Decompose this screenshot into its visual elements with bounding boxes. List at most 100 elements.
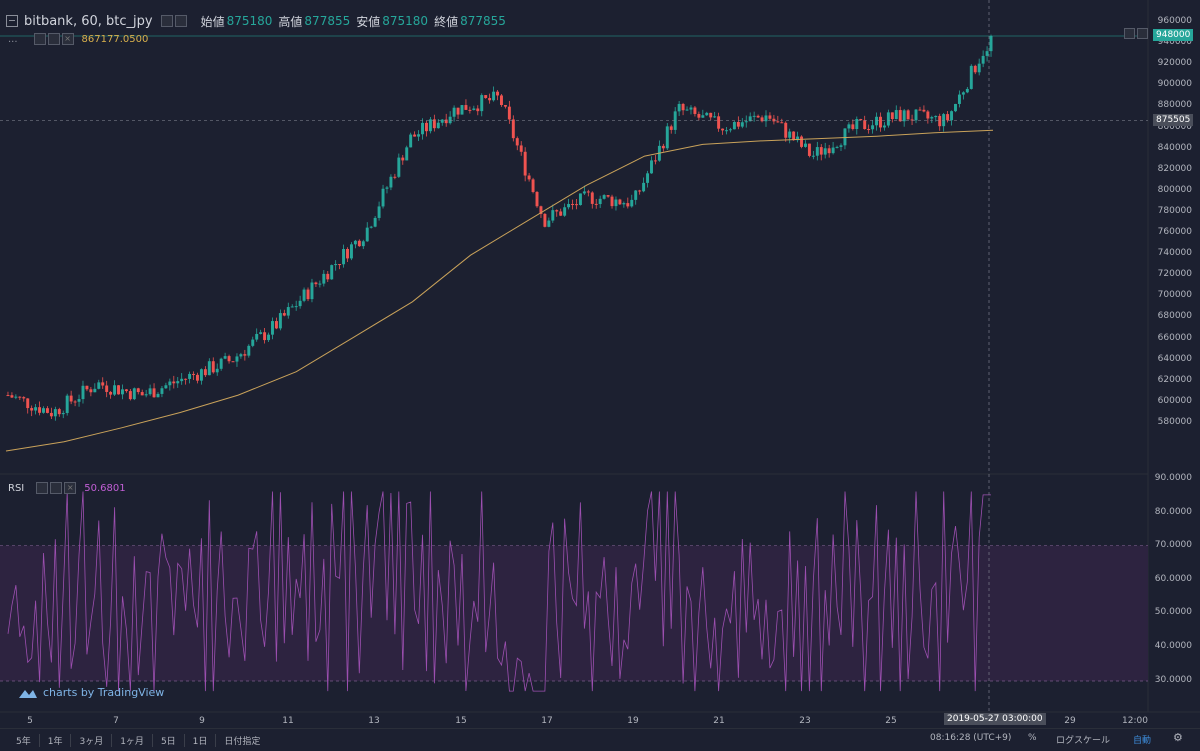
symbol-title[interactable]: bitbank, 60, btc_jpy: [24, 13, 153, 29]
candle-body: [871, 125, 875, 130]
candle-body: [835, 146, 839, 148]
ma-indicator-name[interactable]: ...: [8, 33, 18, 45]
clock: 08:16:28 (UTC+9): [930, 733, 1012, 743]
pane-down-icon[interactable]: [1137, 28, 1148, 39]
last-price-tag: 948000: [1153, 29, 1194, 41]
candle-body: [590, 192, 594, 204]
log-scale-toggle[interactable]: ログスケール: [1056, 736, 1111, 746]
candle-body: [247, 345, 251, 356]
eye-icon[interactable]: [36, 482, 49, 494]
candle-body: [251, 339, 255, 346]
candle-body: [428, 119, 432, 132]
candle-body: [713, 116, 717, 118]
candle-body: [468, 109, 472, 111]
candle-body: [977, 63, 981, 73]
percent-toggle[interactable]: %: [1028, 733, 1037, 743]
price-tick-label: 680000: [1157, 311, 1192, 322]
rsi-label[interactable]: RSI: [8, 482, 25, 494]
price-tick-label: 940000: [1157, 37, 1192, 48]
close-icon[interactable]: ×: [64, 482, 77, 494]
collapse-icon[interactable]: [6, 15, 18, 27]
rsi-line: [7, 491, 991, 692]
candle-body: [302, 289, 306, 301]
candle-body: [484, 95, 488, 99]
candle-body: [124, 389, 128, 392]
candle-body: [22, 397, 26, 399]
settings-icon[interactable]: [50, 482, 63, 494]
candle-body: [452, 107, 456, 117]
candle-body: [555, 210, 559, 212]
rsi-value: 50.6801: [84, 482, 126, 494]
timeframe-button[interactable]: 1ヶ月: [112, 733, 153, 747]
candle-body: [586, 191, 590, 193]
pane-up-icon[interactable]: [1124, 28, 1135, 39]
candle-body: [776, 121, 780, 123]
candle-body: [413, 134, 417, 137]
tradingview-watermark[interactable]: charts by TradingView: [18, 686, 164, 699]
candle-body: [271, 321, 274, 335]
candle-body: [677, 103, 681, 112]
timeframe-button[interactable]: 3ヶ月: [71, 733, 113, 747]
candle-body: [346, 249, 349, 259]
date-tick-label: 21: [713, 716, 725, 726]
candle-body: [77, 399, 81, 402]
candle-body: [136, 388, 140, 393]
candle-body: [278, 313, 282, 329]
candle-body: [105, 385, 109, 392]
candle-body: [969, 65, 973, 89]
candle-body: [965, 88, 969, 93]
candle-body: [14, 396, 18, 398]
candle-body: [267, 334, 271, 341]
candle-body: [97, 382, 101, 389]
candle-body: [401, 157, 405, 161]
candle-body: [405, 147, 409, 161]
candle-body: [192, 373, 196, 375]
symbol-controls[interactable]: [160, 15, 187, 27]
timeframe-button[interactable]: 日付指定: [224, 736, 261, 747]
candle-body: [109, 391, 113, 395]
candle-body: [460, 105, 464, 115]
candle-body: [961, 92, 965, 95]
candle-body: [353, 240, 357, 245]
candle-body: [144, 394, 148, 396]
candle-body: [950, 111, 954, 121]
ma-indicator-header: ... × 867177.0500: [8, 33, 148, 45]
candle-body: [476, 108, 480, 112]
candle-body: [938, 115, 942, 127]
candle-body: [349, 244, 353, 259]
eye-icon[interactable]: [33, 33, 46, 45]
rsi-controls[interactable]: ×: [36, 482, 77, 494]
candle-body: [263, 332, 267, 341]
eye-icon[interactable]: [160, 15, 173, 27]
open-label: 始値: [200, 14, 225, 29]
candle-body: [717, 116, 721, 129]
candle-body: [780, 122, 784, 124]
candle-body: [800, 136, 803, 147]
date-tick-label: 19: [627, 716, 639, 726]
auto-scale-toggle[interactable]: 自動: [1133, 736, 1152, 746]
candle-body: [693, 107, 697, 114]
price-tick-label: 840000: [1157, 142, 1192, 153]
candle-body: [397, 157, 401, 177]
price-tick-label: 800000: [1157, 184, 1192, 195]
price-tick-label: 600000: [1157, 395, 1192, 406]
rsi-tick-label: 40.0000: [1154, 641, 1192, 651]
candle-body: [440, 119, 444, 123]
candle-body: [875, 116, 879, 126]
candle-body: [274, 321, 278, 329]
close-icon[interactable]: ×: [61, 33, 74, 45]
timeframe-button[interactable]: 5日: [153, 733, 185, 747]
timeframe-button[interactable]: 5年: [8, 733, 40, 747]
candle-body: [527, 175, 531, 180]
timeframe-button[interactable]: 1日: [185, 733, 217, 747]
pane-controls[interactable]: [1124, 28, 1148, 39]
price-tick-label: 740000: [1157, 248, 1192, 259]
settings-icon[interactable]: [47, 33, 60, 45]
gear-icon[interactable]: ⚙: [1173, 731, 1183, 744]
settings-icon[interactable]: [174, 15, 187, 27]
candle-body: [53, 409, 57, 417]
timeframe-button[interactable]: 1年: [40, 733, 72, 747]
ma-controls[interactable]: ×: [33, 33, 74, 45]
date-tick-label: 12:00: [1122, 716, 1148, 726]
